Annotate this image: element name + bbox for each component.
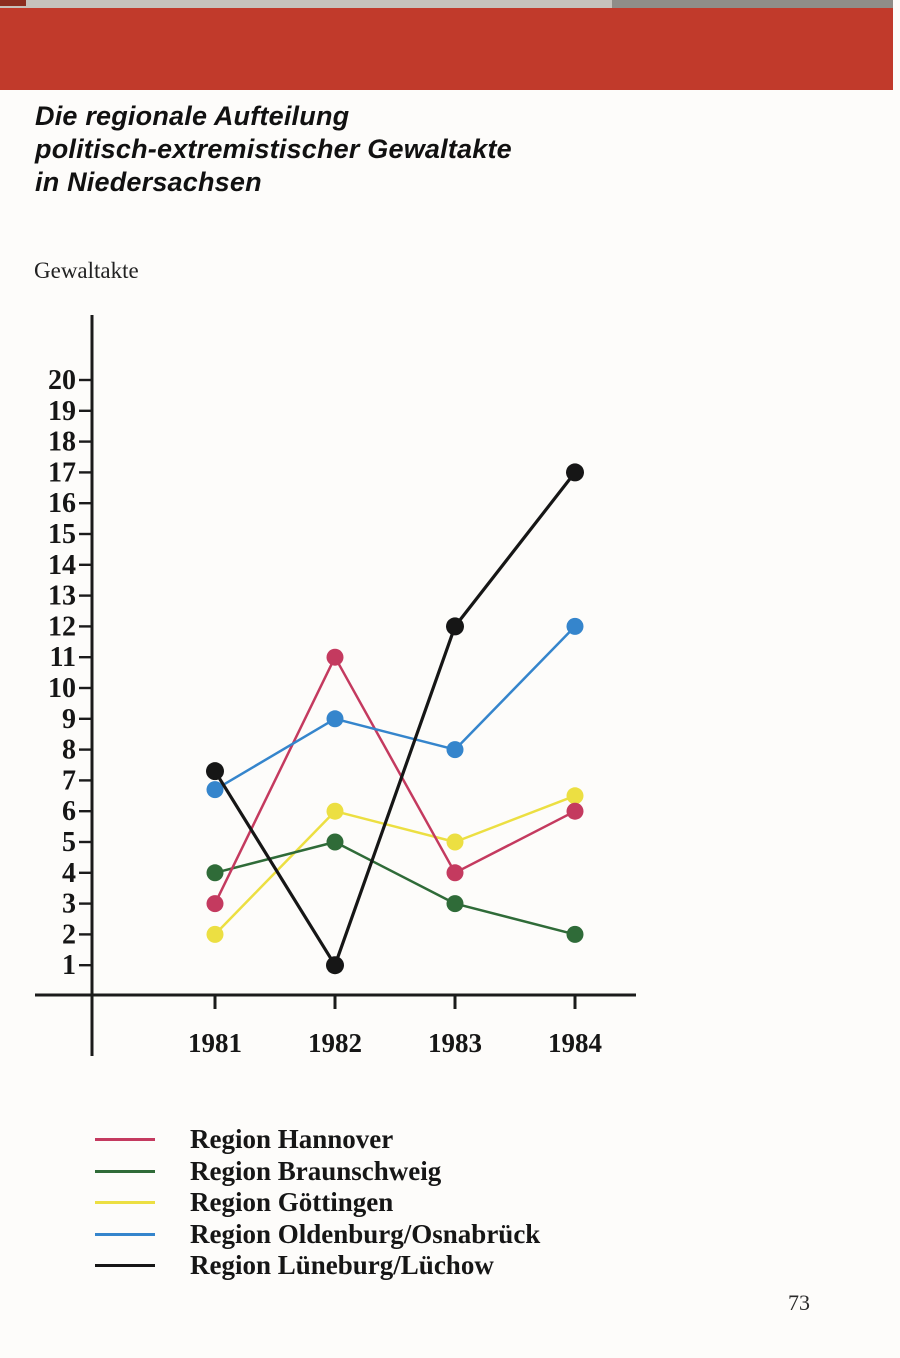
- y-tick-label: 14: [48, 550, 76, 581]
- page-number: 73: [788, 1290, 810, 1315]
- legend-item: Region Braunschweig: [95, 1156, 540, 1188]
- legend-line-swatch: [95, 1138, 155, 1142]
- series-line-region-g-ttingen: [214, 794, 576, 936]
- series-region-l-neburg-l-chow: [206, 463, 584, 975]
- data-point-region-hannover-1983: [446, 864, 464, 882]
- data-point-region-hannover-1981: [206, 895, 224, 913]
- y-tick-label: 18: [48, 427, 76, 458]
- data-point-region-hannover-1982: [326, 648, 344, 666]
- x-tick-label: 1982: [308, 1028, 362, 1058]
- series-region-braunschweig: [206, 833, 584, 943]
- scan-edge-strip: [0, 0, 893, 8]
- y-tick-label: 4: [62, 858, 76, 889]
- x-tick-label: 1981: [188, 1028, 242, 1058]
- y-tick-label: 17: [48, 457, 76, 488]
- page-title: Die regionale Aufteilung politisch-extre…: [35, 100, 512, 199]
- legend-line-swatch: [95, 1201, 155, 1205]
- series-line-region-oldenburg-osnabr-ck: [214, 625, 576, 791]
- data-point-region-g-ttingen-1981: [206, 925, 224, 943]
- y-tick-label: 12: [48, 611, 76, 642]
- page-title-line-2: politisch-extremistischer Gewaltakte: [35, 134, 512, 164]
- data-point-region-braunschweig-1981: [206, 864, 224, 882]
- data-point-region-braunschweig-1982: [326, 833, 344, 851]
- x-tick-label: 1984: [548, 1028, 602, 1058]
- data-point-region-oldenburg-osnabr-ck-1981: [206, 781, 224, 799]
- data-point-region-g-ttingen-1984: [566, 787, 584, 805]
- y-tick-label: 5: [62, 827, 76, 858]
- legend-item: Region Göttingen: [95, 1187, 540, 1219]
- legend-label: Region Braunschweig: [190, 1155, 442, 1186]
- series-line-region-hannover: [213, 655, 576, 905]
- legend-label: Region Hannover: [190, 1124, 394, 1154]
- y-tick-label: 9: [62, 704, 76, 735]
- scan-edge-strip-right: [612, 0, 893, 8]
- data-point-region-braunschweig-1983: [446, 895, 464, 913]
- y-tick-label: 20: [48, 365, 76, 396]
- y-tick-label: 3: [62, 889, 76, 920]
- data-point-region-oldenburg-osnabr-ck-1984: [566, 617, 584, 635]
- legend-line-swatch: [95, 1232, 155, 1236]
- page-title-line-1: Die regionale Aufteilung: [35, 101, 350, 131]
- y-tick-label: 6: [62, 796, 76, 827]
- legend-label: Region Oldenburg/Osnabrück: [190, 1218, 541, 1249]
- scan-edge-strip-left: [0, 0, 26, 6]
- series-region-oldenburg-osnabr-ck: [206, 617, 584, 799]
- data-point-region-oldenburg-osnabr-ck-1983: [446, 741, 464, 759]
- legend-line-swatch: [95, 1169, 155, 1173]
- data-point-region-braunschweig-1984: [566, 925, 584, 943]
- y-tick-label: 10: [48, 673, 76, 704]
- chart-legend: Region Hannover Region Braunschweig Region…: [95, 1124, 540, 1282]
- y-tick-label: 7: [62, 765, 76, 796]
- legend-item: Region Oldenburg/Osnabrück: [95, 1219, 540, 1251]
- y-tick-label: 13: [48, 581, 76, 612]
- data-point-region-g-ttingen-1983: [446, 833, 464, 851]
- series-line-region-braunschweig: [214, 840, 576, 936]
- series-region-hannover: [206, 648, 584, 913]
- x-tick-label: 1983: [428, 1028, 482, 1058]
- data-point-region-l-neburg-l-chow-1983: [446, 617, 464, 636]
- data-point-region-hannover-1984: [566, 802, 584, 820]
- data-point-region-l-neburg-l-chow-1981: [206, 762, 224, 781]
- data-point-region-oldenburg-osnabr-ck-1982: [326, 710, 344, 728]
- legend-item: Region Lüneburg/Lüchow: [95, 1250, 540, 1282]
- legend-line-swatch: [95, 1264, 155, 1268]
- page-title-line-3: in Niedersachsen: [35, 167, 262, 197]
- y-tick-label: 19: [48, 396, 76, 427]
- series-line-region-l-neburg-l-chow: [213, 471, 577, 967]
- y-tick-label: 15: [48, 519, 76, 550]
- y-tick-label: 8: [62, 735, 76, 766]
- y-axis-unit-label: Gewaltakte: [34, 258, 139, 283]
- legend-label: Region Göttingen: [190, 1187, 394, 1217]
- y-tick-label: 11: [50, 642, 76, 673]
- y-tick-label: 1: [62, 950, 76, 981]
- data-point-region-g-ttingen-1982: [326, 802, 344, 820]
- y-tick-label: 2: [62, 919, 76, 950]
- data-point-region-l-neburg-l-chow-1984: [566, 463, 584, 482]
- red-banner: [0, 8, 893, 90]
- legend-item: Region Hannover: [95, 1124, 540, 1156]
- data-point-region-l-neburg-l-chow-1982: [326, 956, 344, 975]
- legend-label: Region Lüneburg/Lüchow: [190, 1250, 494, 1280]
- y-tick-label: 16: [48, 488, 76, 519]
- series-region-g-ttingen: [206, 787, 584, 943]
